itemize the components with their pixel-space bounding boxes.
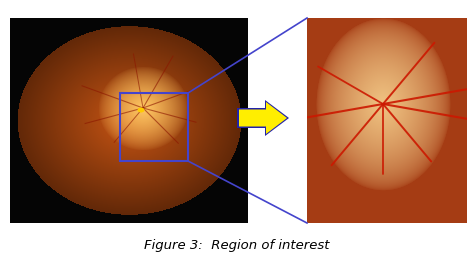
Bar [120, 93, 188, 161]
Ellipse shape [137, 108, 145, 112]
Polygon shape [237, 100, 289, 136]
Polygon shape [239, 102, 287, 134]
Bar [10, 18, 248, 223]
Text: Figure 3:  Region of interest: Figure 3: Region of interest [144, 239, 330, 251]
